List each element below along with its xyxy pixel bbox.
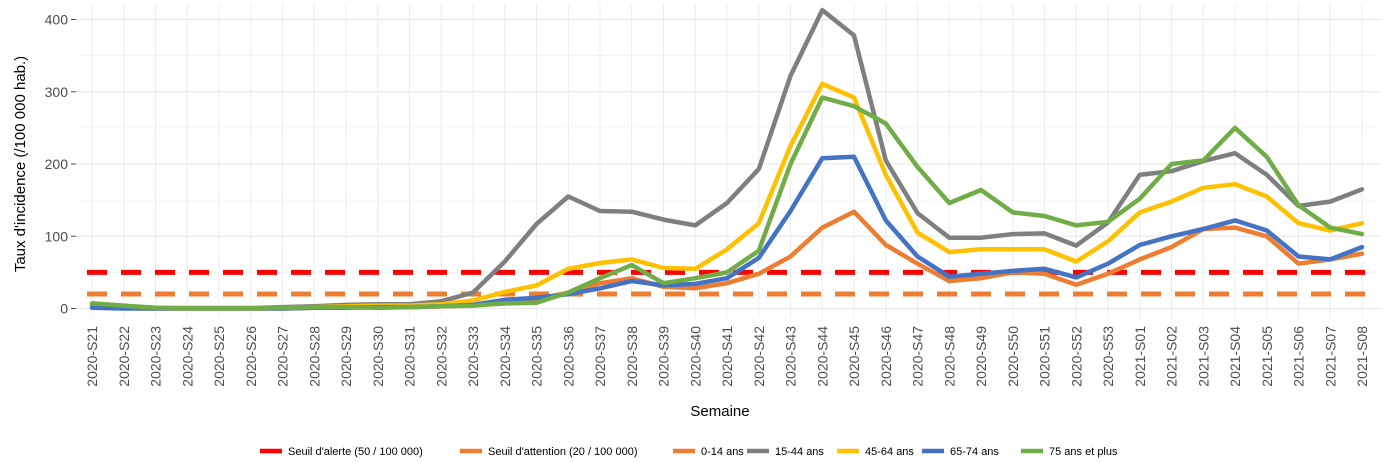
x-tick-label: 2021-S03 xyxy=(1195,326,1211,387)
x-tick-label: 2020-S46 xyxy=(878,326,894,387)
y-tick-label: 0 xyxy=(60,301,68,317)
x-tick-label: 2020-S24 xyxy=(179,326,195,387)
x-tick-label: 2020-S48 xyxy=(941,326,957,387)
x-tick-label: 2020-S47 xyxy=(910,326,926,387)
x-tick-label: 2020-S44 xyxy=(814,326,830,387)
x-tick-label: 2020-S33 xyxy=(465,326,481,387)
x-tick-label: 2020-S30 xyxy=(370,326,386,387)
y-axis-title: Taux d'incidence (/100 000 hab.) xyxy=(12,56,29,272)
x-tick-label: 2020-S51 xyxy=(1037,326,1053,387)
x-tick-label: 2020-S26 xyxy=(243,326,259,387)
threshold-lines xyxy=(87,269,1375,297)
x-tick-label: 2020-S27 xyxy=(275,326,291,387)
x-tick-label: 2020-S40 xyxy=(687,326,703,387)
x-tick-label: 2020-S37 xyxy=(592,326,608,387)
legend-label: 65-74 ans xyxy=(950,446,999,458)
x-tick-label: 2020-S29 xyxy=(338,326,354,387)
x-tick-label: 2021-S02 xyxy=(1164,326,1180,387)
x-tick-label: 2020-S36 xyxy=(560,326,576,387)
x-tick-label: 2020-S50 xyxy=(1005,326,1021,387)
legend-label: Seuil d'alerte (50 / 100 000) xyxy=(288,446,423,458)
x-tick-label: 2021-S08 xyxy=(1354,326,1370,387)
x-tick-label: 2020-S49 xyxy=(973,326,989,387)
x-tick-label: 2020-S35 xyxy=(529,326,545,387)
x-tick-label: 2020-S31 xyxy=(402,326,418,387)
x-tick-label: 2020-S23 xyxy=(148,326,164,387)
x-axis-ticks: 2020-S21 2020-S22 2020-S23 2020-S24 2020-S25… xyxy=(84,326,1370,387)
y-tick-label: 300 xyxy=(45,84,69,100)
x-tick-label: 2021-S05 xyxy=(1259,326,1275,387)
x-tick-label: 2021-S01 xyxy=(1132,326,1148,387)
x-tick-label: 2020-S53 xyxy=(1100,326,1116,387)
x-tick-label: 2021-S04 xyxy=(1227,326,1243,387)
x-tick-label: 2021-S07 xyxy=(1322,326,1338,387)
x-tick-label: 2020-S21 xyxy=(84,326,100,387)
x-tick-label: 2020-S42 xyxy=(751,326,767,387)
x-tick-label: 2020-S28 xyxy=(306,326,322,387)
x-tick-label: 2020-S39 xyxy=(656,326,672,387)
x-axis-title: Semaine xyxy=(690,403,749,420)
x-tick-label: 2020-S22 xyxy=(116,326,132,387)
grid xyxy=(77,4,1380,318)
y-tick-label: 200 xyxy=(45,156,69,172)
legend: Seuil d'alerte (50 / 100 000) Seuil d'att… xyxy=(260,446,1118,458)
x-tick-label: 2020-S45 xyxy=(846,326,862,387)
x-tick-label: 2021-S06 xyxy=(1291,326,1307,387)
y-axis-ticks: 0 100 200 300 400 xyxy=(45,12,76,317)
x-tick-label: 2020-S43 xyxy=(783,326,799,387)
legend-label: 0-14 ans xyxy=(701,446,744,458)
x-tick-label: 2020-S41 xyxy=(719,326,735,387)
series-lines xyxy=(89,7,1365,311)
legend-label: 15-44 ans xyxy=(775,446,824,458)
legend-label: 75 ans et plus xyxy=(1049,446,1118,458)
y-tick-label: 400 xyxy=(45,12,69,28)
x-tick-label: 2020-S52 xyxy=(1068,326,1084,387)
x-tick-label: 2020-S25 xyxy=(211,326,227,387)
x-tick-label: 2020-S38 xyxy=(624,326,640,387)
x-tick-label: 2020-S34 xyxy=(497,326,513,387)
legend-label: Seuil d'attention (20 / 100 000) xyxy=(488,446,637,458)
legend-label: 45-64 ans xyxy=(865,446,914,458)
series-line xyxy=(89,95,1365,311)
x-tick-label: 2020-S32 xyxy=(433,326,449,387)
y-tick-label: 100 xyxy=(45,228,69,244)
